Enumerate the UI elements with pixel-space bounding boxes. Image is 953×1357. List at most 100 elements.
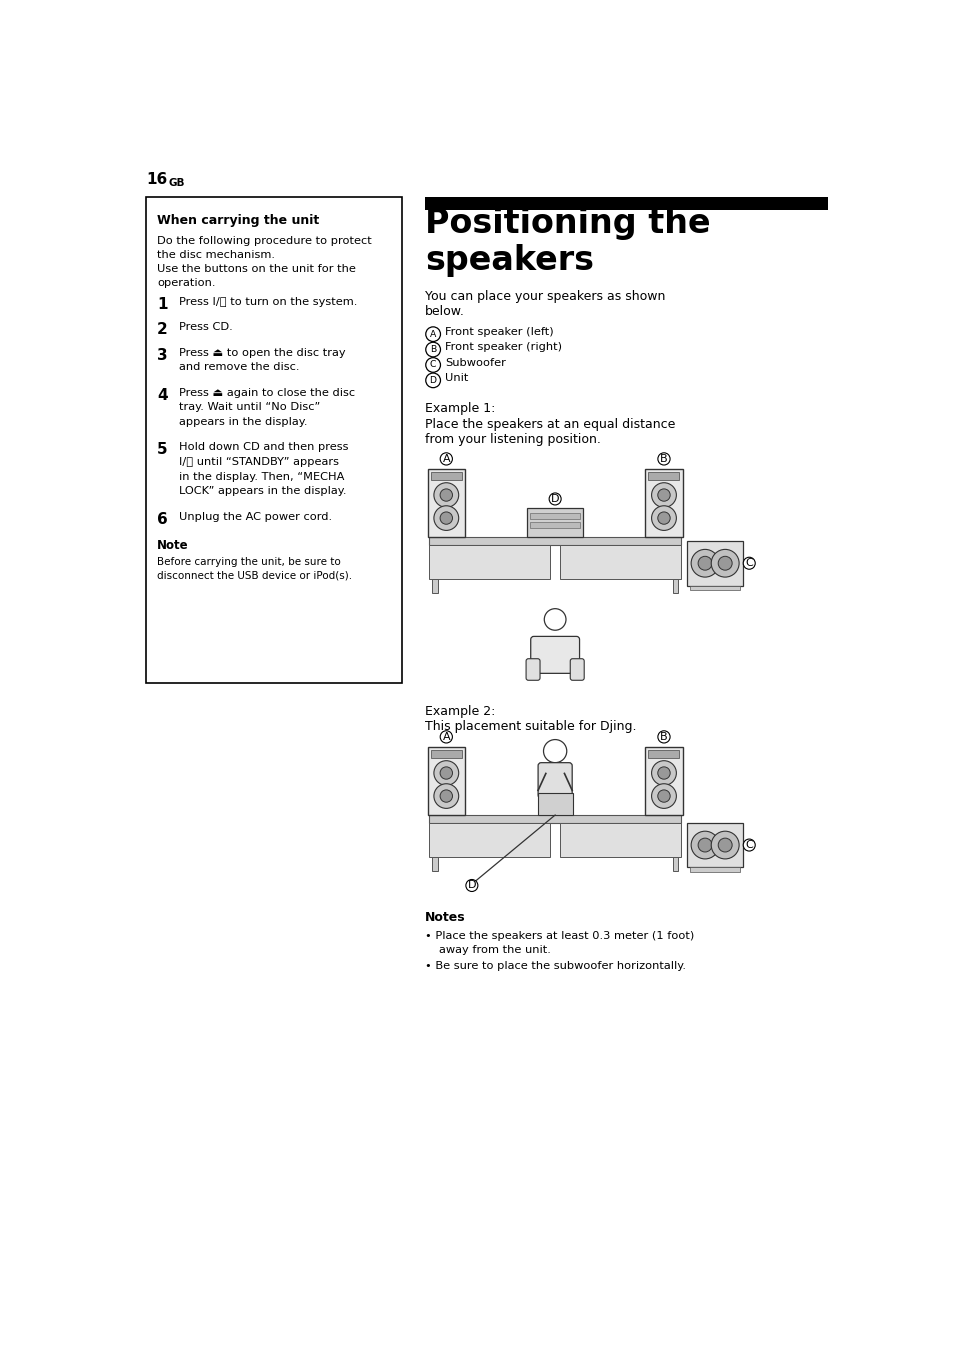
Text: Place the speakers at an equal distance: Place the speakers at an equal distance — [425, 418, 675, 430]
Text: disconnect the USB device or iPod(s).: disconnect the USB device or iPod(s). — [157, 571, 352, 581]
Bar — [672, 579, 678, 593]
Text: D: D — [467, 881, 476, 890]
Text: Notes: Notes — [425, 911, 465, 924]
Text: A: A — [442, 453, 450, 464]
Circle shape — [651, 784, 676, 809]
Text: Press I/⏻ to turn on the system.: Press I/⏻ to turn on the system. — [179, 297, 357, 307]
Text: and remove the disc.: and remove the disc. — [179, 362, 299, 372]
Bar — [427, 470, 464, 537]
Text: 1: 1 — [157, 297, 168, 312]
Circle shape — [718, 556, 731, 570]
Text: You can place your speakers as shown: You can place your speakers as shown — [425, 290, 665, 303]
Circle shape — [434, 761, 458, 786]
Bar — [429, 544, 550, 579]
Circle shape — [651, 506, 676, 531]
Text: Do the following procedure to protect: Do the following procedure to protect — [157, 236, 372, 246]
Text: • Be sure to place the subwoofer horizontally.: • Be sure to place the subwoofer horizon… — [425, 961, 685, 970]
Bar — [429, 816, 680, 822]
Circle shape — [711, 832, 739, 859]
Bar — [672, 858, 678, 871]
FancyBboxPatch shape — [570, 658, 583, 680]
Text: Unplug the AC power cord.: Unplug the AC power cord. — [179, 512, 332, 521]
Text: Front speaker (right): Front speaker (right) — [445, 342, 561, 353]
Circle shape — [657, 790, 669, 802]
Text: B: B — [659, 453, 667, 464]
Circle shape — [544, 609, 565, 630]
Circle shape — [439, 790, 452, 802]
Bar — [431, 750, 461, 759]
Circle shape — [698, 556, 711, 570]
Bar — [551, 634, 558, 641]
Text: 6: 6 — [157, 512, 168, 527]
Text: Example 1:: Example 1: — [425, 402, 496, 415]
Text: 2: 2 — [157, 322, 168, 338]
Text: tray. Wait until “No Disc”: tray. Wait until “No Disc” — [179, 402, 320, 413]
Circle shape — [543, 740, 566, 763]
Text: When carrying the unit: When carrying the unit — [157, 214, 319, 228]
Text: Press ⏏ to open the disc tray: Press ⏏ to open the disc tray — [179, 347, 345, 358]
Text: appears in the display.: appears in the display. — [179, 417, 307, 427]
Circle shape — [657, 512, 669, 524]
Text: D: D — [550, 494, 558, 503]
Bar — [432, 858, 437, 871]
Circle shape — [718, 839, 731, 852]
Text: in the display. Then, “MECHA: in the display. Then, “MECHA — [179, 472, 344, 482]
Bar — [429, 822, 550, 858]
Text: Subwoofer: Subwoofer — [445, 358, 505, 368]
Text: operation.: operation. — [157, 278, 215, 288]
Bar — [530, 513, 579, 518]
Text: Note: Note — [157, 539, 189, 552]
Text: C: C — [430, 361, 436, 369]
Text: away from the unit.: away from the unit. — [439, 946, 551, 955]
Text: A: A — [442, 731, 450, 742]
Text: the disc mechanism.: the disc mechanism. — [157, 250, 274, 259]
Text: A: A — [430, 330, 436, 339]
Text: D: D — [429, 376, 436, 385]
Text: B: B — [430, 345, 436, 354]
Bar — [431, 472, 461, 480]
Circle shape — [439, 489, 452, 501]
Bar — [527, 508, 582, 537]
Text: Before carrying the unit, be sure to: Before carrying the unit, be sure to — [157, 558, 340, 567]
Circle shape — [434, 506, 458, 531]
Text: Example 2:: Example 2: — [425, 704, 496, 718]
Bar — [425, 198, 827, 210]
Bar — [686, 541, 742, 586]
Circle shape — [651, 761, 676, 786]
Text: C: C — [744, 558, 752, 569]
Bar — [690, 867, 740, 873]
Circle shape — [698, 839, 711, 852]
Text: Front speaker (left): Front speaker (left) — [445, 327, 553, 337]
Bar — [645, 470, 681, 537]
Bar — [432, 579, 437, 593]
Text: 5: 5 — [157, 442, 168, 457]
Bar — [146, 198, 402, 683]
FancyBboxPatch shape — [537, 763, 572, 798]
Text: • Place the speakers at least 0.3 meter (1 foot): • Place the speakers at least 0.3 meter … — [425, 931, 694, 940]
Text: 3: 3 — [157, 347, 168, 362]
Circle shape — [690, 550, 719, 577]
Circle shape — [425, 373, 440, 388]
Text: from your listening position.: from your listening position. — [425, 433, 600, 446]
Text: C: C — [744, 840, 752, 849]
Text: below.: below. — [425, 305, 465, 319]
Text: I/⏻ until “STANDBY” appears: I/⏻ until “STANDBY” appears — [179, 457, 338, 467]
Circle shape — [434, 784, 458, 809]
Bar — [645, 748, 681, 816]
Bar — [686, 822, 742, 867]
Bar — [559, 544, 680, 579]
Text: 4: 4 — [157, 388, 168, 403]
Bar — [648, 472, 679, 480]
Bar — [648, 750, 679, 759]
Text: GB: GB — [168, 178, 184, 189]
FancyBboxPatch shape — [525, 658, 539, 680]
Circle shape — [425, 327, 440, 342]
Text: Positioning the: Positioning the — [425, 206, 710, 240]
Circle shape — [434, 483, 458, 508]
Circle shape — [690, 832, 719, 859]
Circle shape — [439, 512, 452, 524]
Bar — [690, 586, 740, 590]
Bar — [429, 537, 680, 544]
Circle shape — [657, 767, 669, 779]
Text: Unit: Unit — [445, 373, 468, 383]
